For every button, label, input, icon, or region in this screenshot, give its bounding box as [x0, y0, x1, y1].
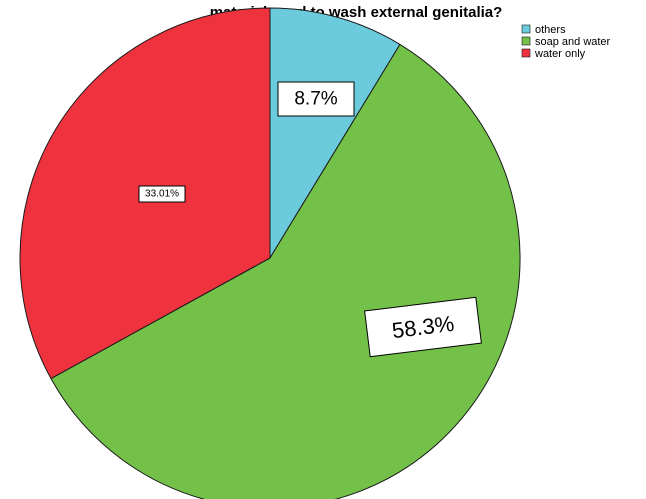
data-label-text: 33.01%: [145, 189, 179, 200]
data-label-soap-and-water: 58.3%: [364, 296, 482, 358]
legend-label-others: others: [535, 24, 566, 36]
data-label-box: [277, 81, 355, 117]
legend-swatch-soap-and-water: [521, 36, 531, 46]
legend-swatch-water-only: [521, 48, 531, 58]
data-label-others: 8.7%: [277, 81, 355, 117]
pie-data-labels: 8.7% 58.3% 33.01%: [138, 81, 482, 358]
data-label-box: [138, 185, 186, 203]
pie-slices: [19, 7, 521, 499]
pie-slice-soap-and-water: [50, 43, 521, 499]
legend-swatch-others: [521, 24, 531, 34]
data-label-text: 8.7%: [294, 89, 337, 110]
legend-label-soap-and-water: soap and water: [535, 36, 611, 48]
legend-label-water-only: water only: [534, 48, 586, 60]
pie-slice-others: [269, 7, 401, 260]
data-label-box: [364, 296, 482, 358]
data-label-water-only: 33.01%: [138, 185, 186, 203]
